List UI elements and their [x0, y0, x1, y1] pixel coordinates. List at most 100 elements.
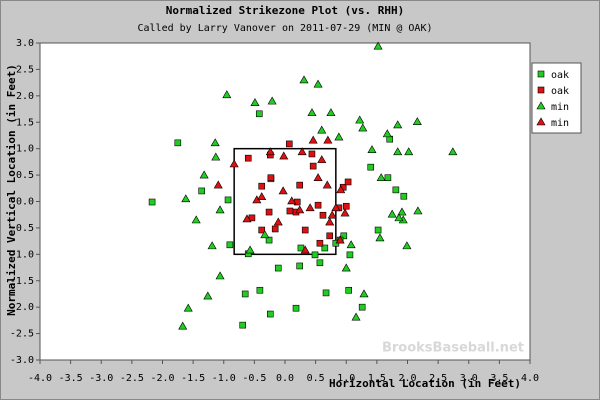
- x-tick-label: 3.0: [460, 373, 478, 384]
- point: [358, 123, 368, 132]
- x-tick-label: 2.5: [429, 373, 447, 384]
- point: [244, 154, 252, 162]
- point: [213, 180, 223, 189]
- x-tick-label: -2.0: [150, 373, 174, 384]
- point: [404, 147, 414, 156]
- point: [295, 205, 305, 214]
- legend-label: min: [551, 102, 569, 113]
- x-tick-label: 1.0: [337, 373, 355, 384]
- point: [300, 245, 310, 254]
- x-tick-label: -3.5: [59, 373, 83, 384]
- point: [326, 108, 336, 117]
- point: [222, 90, 232, 99]
- point: [199, 170, 209, 179]
- point: [260, 230, 270, 239]
- point: [265, 208, 273, 216]
- point: [313, 173, 323, 182]
- point: [224, 196, 232, 204]
- point: [322, 289, 330, 297]
- point: [346, 240, 356, 249]
- point: [331, 203, 341, 212]
- point: [323, 135, 333, 144]
- point: [265, 236, 273, 244]
- legend-marker: [536, 117, 546, 126]
- plot-area: [39, 42, 531, 361]
- y-tick-label: -2.0: [10, 302, 34, 313]
- point: [316, 239, 324, 247]
- point: [402, 241, 412, 250]
- point: [336, 185, 346, 194]
- x-tick-label: 4.0: [521, 373, 539, 384]
- point: [376, 173, 386, 182]
- point: [340, 208, 350, 217]
- x-tick-label: 0.5: [307, 373, 325, 384]
- point: [314, 201, 322, 209]
- point: [387, 209, 397, 218]
- legend-marker: [537, 86, 545, 94]
- strike-zone: [233, 147, 337, 256]
- x-tick-label: -1.0: [212, 373, 236, 384]
- point: [207, 241, 217, 250]
- point: [296, 181, 304, 189]
- point: [265, 147, 275, 156]
- legend-label: min: [551, 118, 569, 129]
- point: [258, 226, 266, 234]
- point: [345, 286, 353, 294]
- point: [346, 251, 354, 259]
- point: [400, 192, 408, 200]
- point: [313, 79, 323, 88]
- point: [267, 174, 275, 182]
- x-tick-label: 2.0: [398, 373, 416, 384]
- point: [266, 310, 274, 318]
- point: [309, 162, 317, 170]
- point: [351, 312, 361, 321]
- chart-title: Normalized Strikezone Plot (vs. RHH): [166, 4, 404, 17]
- point: [373, 41, 383, 50]
- x-tick-label: -1.5: [181, 373, 205, 384]
- point: [448, 147, 458, 156]
- point: [271, 225, 279, 233]
- point: [392, 186, 400, 194]
- point: [325, 217, 335, 226]
- point: [267, 96, 277, 105]
- point: [287, 196, 297, 205]
- y-tick-label: 2.5: [16, 64, 34, 75]
- point: [311, 251, 319, 259]
- point: [245, 245, 255, 254]
- y-tick-label: -0.5: [10, 223, 34, 234]
- point: [255, 110, 263, 118]
- legend-marker: [537, 70, 545, 78]
- x-axis-label: Horizontal Location (in Feet): [329, 377, 521, 390]
- point: [317, 125, 327, 134]
- point: [239, 321, 247, 329]
- x-tick-label: 0.0: [276, 373, 294, 384]
- point: [334, 132, 344, 141]
- point: [342, 202, 350, 210]
- point: [412, 117, 422, 126]
- point: [242, 214, 252, 223]
- point: [358, 303, 366, 311]
- point: [319, 211, 327, 219]
- legend-label: oak: [551, 86, 569, 97]
- point: [305, 203, 315, 212]
- point: [257, 192, 267, 201]
- point: [178, 321, 188, 330]
- x-tick-label: -3.0: [89, 373, 113, 384]
- point: [393, 120, 403, 129]
- point: [375, 233, 385, 242]
- point: [198, 187, 205, 195]
- point: [326, 232, 334, 240]
- point: [273, 217, 283, 226]
- y-tick-label: -1.5: [10, 276, 34, 287]
- point: [229, 159, 239, 168]
- point: [301, 226, 309, 234]
- point: [308, 150, 316, 158]
- y-tick-label: 1.0: [16, 144, 34, 155]
- x-tick-label: -2.5: [120, 373, 144, 384]
- point: [285, 140, 293, 148]
- point: [274, 264, 282, 272]
- point: [250, 98, 260, 107]
- point: [316, 259, 324, 267]
- point: [397, 207, 407, 216]
